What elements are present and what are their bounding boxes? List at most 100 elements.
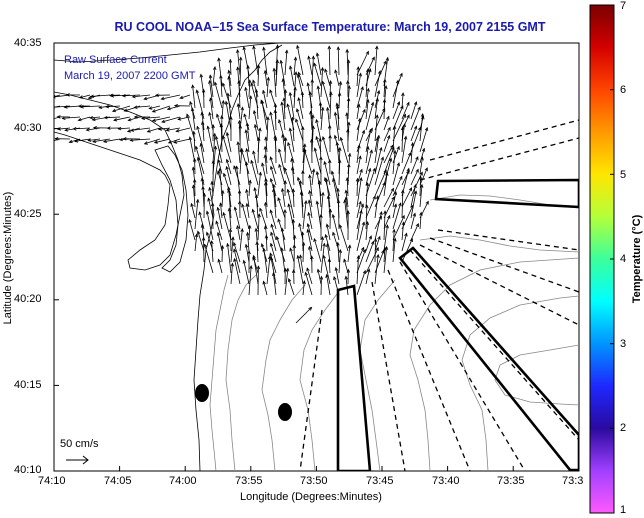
current-vector-head xyxy=(263,69,268,74)
current-vector xyxy=(346,113,349,131)
current-vector-head xyxy=(301,241,306,246)
current-vector xyxy=(365,269,370,285)
current-vector xyxy=(252,151,259,175)
current-vector xyxy=(392,114,406,142)
current-vector-head xyxy=(365,204,369,209)
current-vector xyxy=(313,63,322,87)
current-vector-head xyxy=(385,171,389,176)
current-vector-head xyxy=(220,114,224,119)
current-vector xyxy=(326,274,331,296)
current-vector xyxy=(54,105,71,108)
current-vector-head xyxy=(338,80,343,85)
current-vector-head xyxy=(257,213,261,218)
xtick-label: 74:05 xyxy=(104,475,132,487)
xtick-label: 73:45 xyxy=(366,475,394,487)
current-vector-head xyxy=(359,168,363,173)
current-vector xyxy=(374,236,381,252)
current-vector-head xyxy=(210,202,215,207)
current-vector-head xyxy=(319,275,324,280)
current-vector xyxy=(54,116,61,120)
current-vector xyxy=(273,272,277,296)
current-vector xyxy=(262,90,268,109)
current-vector-head xyxy=(243,113,247,118)
current-vector-head xyxy=(393,149,397,154)
current-vector-head xyxy=(413,190,418,195)
current-vector xyxy=(301,92,304,109)
scale-label: 50 cm/s xyxy=(60,438,99,450)
current-vector-head xyxy=(192,130,196,135)
current-vector-head xyxy=(212,65,217,71)
current-vector-head xyxy=(309,138,314,143)
current-vector-head xyxy=(298,222,302,227)
current-vector-head xyxy=(226,242,230,247)
current-vector xyxy=(302,149,306,175)
current-vector xyxy=(226,166,232,186)
current-vector xyxy=(57,127,71,130)
current-vector-head xyxy=(401,92,405,97)
current-vector-head xyxy=(357,103,361,108)
current-vector-head xyxy=(334,69,338,74)
current-vector-head xyxy=(413,125,418,130)
current-vector-head xyxy=(254,227,259,232)
current-vector-head xyxy=(420,183,424,188)
current-vector-head xyxy=(335,141,340,146)
current-vector xyxy=(275,59,278,87)
current-vector-head xyxy=(336,46,341,51)
current-vector-head xyxy=(239,56,243,61)
current-vector-head xyxy=(404,232,408,237)
current-vector-head xyxy=(347,244,352,249)
current-vector xyxy=(374,238,376,263)
current-vector-head xyxy=(269,89,273,94)
current-vector-head xyxy=(410,141,415,147)
current-vector-head xyxy=(201,236,206,241)
current-vector-head xyxy=(233,206,238,211)
current-vector-head xyxy=(273,134,277,139)
current-vector-head xyxy=(256,64,261,69)
current-vector xyxy=(80,105,101,108)
current-vector xyxy=(253,46,259,76)
current-vector-head xyxy=(357,144,361,149)
current-vector-head xyxy=(335,102,339,107)
ytick-label: 40:15 xyxy=(14,379,42,391)
scale-vector xyxy=(66,455,89,465)
current-vector xyxy=(323,255,331,285)
current-vector xyxy=(293,87,296,109)
current-vector-head xyxy=(368,128,372,134)
colorbar-tick-label: 2 xyxy=(620,422,627,434)
current-vector-head xyxy=(296,73,301,78)
current-vector-head xyxy=(306,228,310,233)
current-vector xyxy=(218,159,223,175)
current-vector-head xyxy=(242,259,247,264)
current-vector-head xyxy=(72,127,77,131)
current-vector-head xyxy=(382,98,387,103)
current-vector-head xyxy=(237,119,242,124)
current-vector-head xyxy=(266,116,270,121)
current-vector-head xyxy=(214,135,219,140)
overlay-line-1: Raw Surface Current xyxy=(64,54,167,66)
current-vector xyxy=(410,106,421,131)
y-axis-label: Latitude (Degrees:Minutes) xyxy=(2,191,14,325)
current-vector xyxy=(316,201,322,230)
current-vector-head xyxy=(412,212,416,217)
current-vector-head xyxy=(338,224,343,229)
xtick-label: 73:50 xyxy=(300,475,328,487)
current-vector-head xyxy=(359,209,363,214)
current-vector xyxy=(154,138,171,144)
current-vector-head xyxy=(406,170,410,175)
current-vector-head xyxy=(333,111,338,116)
current-vector-head xyxy=(322,254,326,259)
current-vector-head xyxy=(200,223,205,228)
current-vector-head xyxy=(296,44,300,49)
current-vector-head xyxy=(194,233,199,238)
current-vector-head xyxy=(308,174,312,179)
current-vector-head xyxy=(308,91,312,96)
station-marker-2 xyxy=(278,403,292,421)
current-vector xyxy=(374,98,378,120)
current-vector-head xyxy=(327,258,332,263)
current-vector-head xyxy=(346,97,351,102)
current-vector-head xyxy=(399,72,403,77)
current-vector-head xyxy=(355,177,360,182)
current-vector-head xyxy=(203,243,208,248)
current-vector-head xyxy=(284,49,289,54)
current-vector xyxy=(277,197,286,219)
